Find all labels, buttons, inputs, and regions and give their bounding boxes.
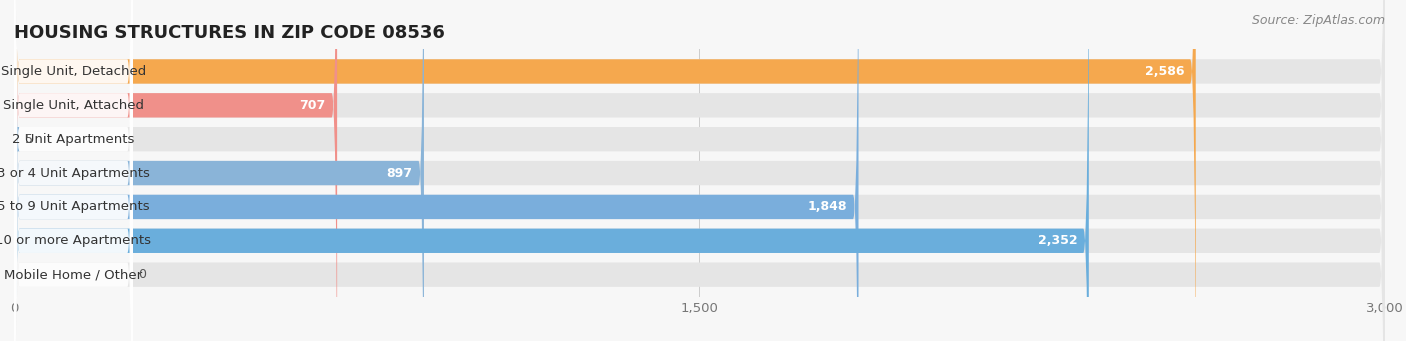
- FancyBboxPatch shape: [14, 0, 132, 341]
- FancyBboxPatch shape: [14, 0, 1088, 341]
- FancyBboxPatch shape: [14, 0, 132, 341]
- Text: 10 or more Apartments: 10 or more Apartments: [0, 234, 152, 247]
- FancyBboxPatch shape: [14, 0, 1195, 341]
- Text: 3 or 4 Unit Apartments: 3 or 4 Unit Apartments: [0, 166, 150, 180]
- Text: 2,586: 2,586: [1144, 65, 1184, 78]
- FancyBboxPatch shape: [14, 0, 1385, 341]
- Text: 707: 707: [299, 99, 326, 112]
- FancyBboxPatch shape: [14, 0, 337, 341]
- Text: Source: ZipAtlas.com: Source: ZipAtlas.com: [1251, 14, 1385, 27]
- Text: 0: 0: [138, 268, 146, 281]
- FancyBboxPatch shape: [14, 0, 132, 341]
- FancyBboxPatch shape: [14, 0, 132, 341]
- Text: HOUSING STRUCTURES IN ZIP CODE 08536: HOUSING STRUCTURES IN ZIP CODE 08536: [14, 24, 444, 42]
- FancyBboxPatch shape: [14, 0, 1385, 341]
- Text: 5 to 9 Unit Apartments: 5 to 9 Unit Apartments: [0, 201, 150, 213]
- FancyBboxPatch shape: [14, 0, 1385, 341]
- FancyBboxPatch shape: [11, 0, 20, 341]
- FancyBboxPatch shape: [14, 0, 425, 341]
- FancyBboxPatch shape: [14, 0, 1385, 341]
- Text: Mobile Home / Other: Mobile Home / Other: [4, 268, 142, 281]
- FancyBboxPatch shape: [14, 0, 132, 341]
- Text: 2,352: 2,352: [1038, 234, 1077, 247]
- Text: 5: 5: [25, 133, 34, 146]
- Text: Single Unit, Attached: Single Unit, Attached: [3, 99, 143, 112]
- FancyBboxPatch shape: [14, 0, 1385, 341]
- Text: 1,848: 1,848: [807, 201, 846, 213]
- FancyBboxPatch shape: [14, 0, 1385, 341]
- FancyBboxPatch shape: [14, 0, 859, 341]
- FancyBboxPatch shape: [14, 0, 132, 341]
- Text: 897: 897: [387, 166, 412, 180]
- Text: 2 Unit Apartments: 2 Unit Apartments: [13, 133, 135, 146]
- FancyBboxPatch shape: [14, 0, 132, 341]
- FancyBboxPatch shape: [14, 0, 1385, 341]
- Text: Single Unit, Detached: Single Unit, Detached: [1, 65, 146, 78]
